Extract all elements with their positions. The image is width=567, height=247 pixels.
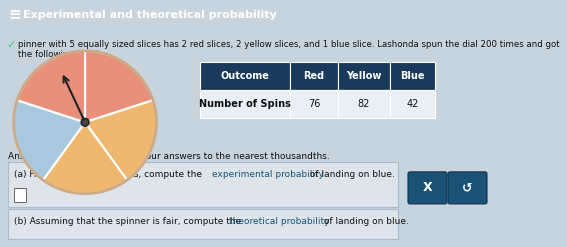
Text: of landing on blue.: of landing on blue.	[307, 170, 395, 179]
FancyBboxPatch shape	[390, 90, 435, 118]
Text: theoretical probability: theoretical probability	[229, 217, 329, 226]
Circle shape	[81, 118, 89, 126]
Text: 42: 42	[407, 99, 418, 109]
Wedge shape	[14, 100, 85, 180]
FancyBboxPatch shape	[14, 188, 26, 202]
Text: (b) Assuming that the spinner is fair, compute the: (b) Assuming that the spinner is fair, c…	[14, 217, 244, 226]
Wedge shape	[85, 100, 156, 180]
Text: X: X	[422, 181, 432, 194]
Text: 82: 82	[358, 99, 370, 109]
Text: Experimental and theoretical probability: Experimental and theoretical probability	[23, 10, 277, 20]
Text: Answer the following. Round your answers to the nearest thousandths.: Answer the following. Round your answers…	[8, 152, 330, 161]
Text: Red: Red	[303, 71, 324, 81]
Wedge shape	[85, 51, 153, 122]
FancyBboxPatch shape	[200, 62, 290, 90]
FancyBboxPatch shape	[338, 90, 390, 118]
FancyBboxPatch shape	[338, 62, 390, 90]
Text: of landing on blue.: of landing on blue.	[321, 217, 409, 226]
Text: Outcome: Outcome	[221, 71, 269, 81]
Text: Blue: Blue	[400, 71, 425, 81]
FancyBboxPatch shape	[390, 62, 435, 90]
Text: 76: 76	[308, 99, 320, 109]
Text: (a) From Lashonda’s results, compute the: (a) From Lashonda’s results, compute the	[14, 170, 205, 179]
FancyBboxPatch shape	[408, 172, 447, 204]
Text: ≡: ≡	[9, 7, 21, 22]
FancyBboxPatch shape	[290, 62, 338, 90]
FancyBboxPatch shape	[200, 90, 290, 118]
Text: ✓: ✓	[6, 40, 15, 50]
FancyBboxPatch shape	[448, 172, 487, 204]
Wedge shape	[17, 51, 85, 122]
FancyBboxPatch shape	[290, 90, 338, 118]
Text: Number of Spins: Number of Spins	[199, 99, 291, 109]
FancyBboxPatch shape	[8, 209, 398, 239]
Text: experimental probability: experimental probability	[212, 170, 324, 179]
Wedge shape	[43, 122, 127, 194]
Text: Yellow: Yellow	[346, 71, 382, 81]
FancyBboxPatch shape	[8, 162, 398, 207]
Text: pinner with 5 equally sized slices has 2 red slices, 2 yellow slices, and 1 blue: pinner with 5 equally sized slices has 2…	[18, 40, 560, 59]
Text: ↺: ↺	[462, 181, 473, 194]
